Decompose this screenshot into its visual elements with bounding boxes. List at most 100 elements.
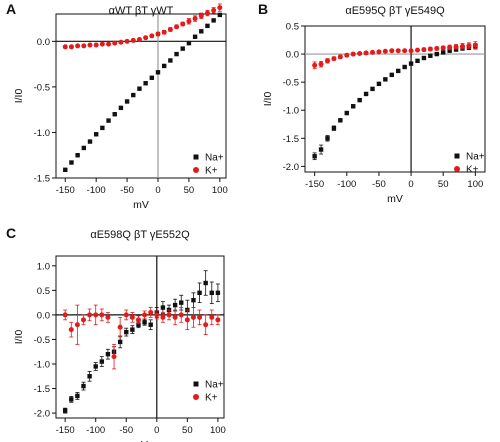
data-point-k <box>325 58 330 64</box>
chart-title: αE598Q βT γE552Q <box>90 229 190 241</box>
data-point-na <box>69 397 74 402</box>
data-point-k <box>111 354 117 360</box>
data-point-na <box>93 132 99 137</box>
data-point-k <box>143 35 149 41</box>
data-point-k <box>350 51 356 57</box>
legend-label: K+ <box>205 166 218 177</box>
data-point-k <box>421 47 427 53</box>
data-point-k <box>192 16 198 22</box>
data-point-na <box>453 47 459 52</box>
data-point-na <box>197 290 202 296</box>
y-tick-label: 0.0 <box>37 37 50 48</box>
data-point-na <box>124 329 129 335</box>
data-point-na <box>105 351 111 357</box>
data-point-na <box>215 290 221 296</box>
data-point-na <box>87 139 93 144</box>
data-point-na <box>351 104 356 109</box>
data-point-k <box>382 48 388 54</box>
y-tick-label: 0.0 <box>286 50 299 61</box>
data-point-na <box>211 18 216 23</box>
plot-frame <box>55 255 225 419</box>
y-tick-label: -1.0 <box>283 106 299 117</box>
series-na <box>62 270 221 414</box>
data-point-k <box>204 10 210 16</box>
data-point-na <box>363 91 369 97</box>
x-axis-label: mV <box>133 199 149 211</box>
data-point-na <box>130 327 135 332</box>
data-point-na <box>441 50 446 55</box>
x-tick-label: -150 <box>305 179 324 190</box>
data-point-k <box>363 50 369 56</box>
data-point-na <box>318 147 324 152</box>
data-point-na <box>325 136 330 141</box>
data-point-na <box>160 305 166 310</box>
series-k <box>62 3 223 50</box>
data-point-k <box>357 51 363 57</box>
legend-label: Na+ <box>205 153 224 164</box>
data-point-k <box>178 312 184 318</box>
data-point-k <box>447 44 453 50</box>
data-point-k <box>217 5 223 11</box>
data-point-na <box>87 374 92 379</box>
data-point-k <box>68 44 74 50</box>
data-point-na <box>131 92 136 98</box>
data-point-k <box>62 312 68 318</box>
legend-label: K+ <box>205 393 218 404</box>
data-point-k <box>123 312 129 318</box>
data-point-na <box>217 12 223 18</box>
y-axis-label: I/I0 <box>262 92 274 107</box>
data-point-k <box>209 314 215 320</box>
data-point-k <box>440 45 446 51</box>
data-point-k <box>80 317 86 323</box>
x-tick-label: -100 <box>337 179 356 190</box>
data-point-na <box>428 53 433 58</box>
legend-label: Na+ <box>205 380 224 391</box>
data-point-na <box>63 167 68 172</box>
data-point-na <box>383 77 388 82</box>
data-point-k <box>155 31 161 37</box>
data-point-k <box>154 312 160 318</box>
y-tick-label: -1.0 <box>34 128 50 139</box>
data-point-k <box>318 61 324 67</box>
data-point-na <box>75 153 80 158</box>
data-point-k <box>408 48 414 54</box>
x-tick-label: -50 <box>372 179 386 190</box>
data-point-na <box>396 68 401 74</box>
data-point-k <box>62 44 68 50</box>
data-point-na <box>69 160 74 165</box>
y-tick-label: -0.5 <box>34 82 50 93</box>
y-tick-label: -1.5 <box>34 174 50 185</box>
y-tick-label: -2.0 <box>283 162 299 173</box>
data-point-k <box>186 18 192 24</box>
data-point-k <box>460 43 465 49</box>
data-point-na <box>172 302 178 308</box>
series-k <box>312 41 478 70</box>
data-point-na <box>155 70 161 75</box>
data-point-na <box>192 34 198 39</box>
data-point-na <box>203 280 208 286</box>
data-point-k <box>117 324 123 330</box>
data-point-na <box>179 300 184 305</box>
data-point-na <box>199 29 204 34</box>
data-point-na <box>81 145 87 151</box>
x-tick-label: -150 <box>56 425 75 436</box>
legend-marker-k <box>454 166 460 172</box>
data-point-k <box>130 37 136 43</box>
data-point-k <box>402 48 408 54</box>
x-tick-label: 100 <box>212 185 228 196</box>
legend-marker-k <box>193 167 199 173</box>
data-point-k <box>184 317 190 323</box>
data-point-na <box>142 320 147 325</box>
x-tick-label: 0 <box>155 185 160 196</box>
data-point-k <box>105 314 111 320</box>
data-point-na <box>180 46 185 51</box>
data-point-k <box>112 40 118 46</box>
data-point-na <box>312 154 317 159</box>
legend-marker-na <box>193 381 199 387</box>
data-point-k <box>74 322 80 328</box>
data-point-k <box>99 41 105 47</box>
data-point-k <box>337 54 343 60</box>
data-point-na <box>161 63 167 69</box>
x-axis-label: mV <box>132 439 148 442</box>
